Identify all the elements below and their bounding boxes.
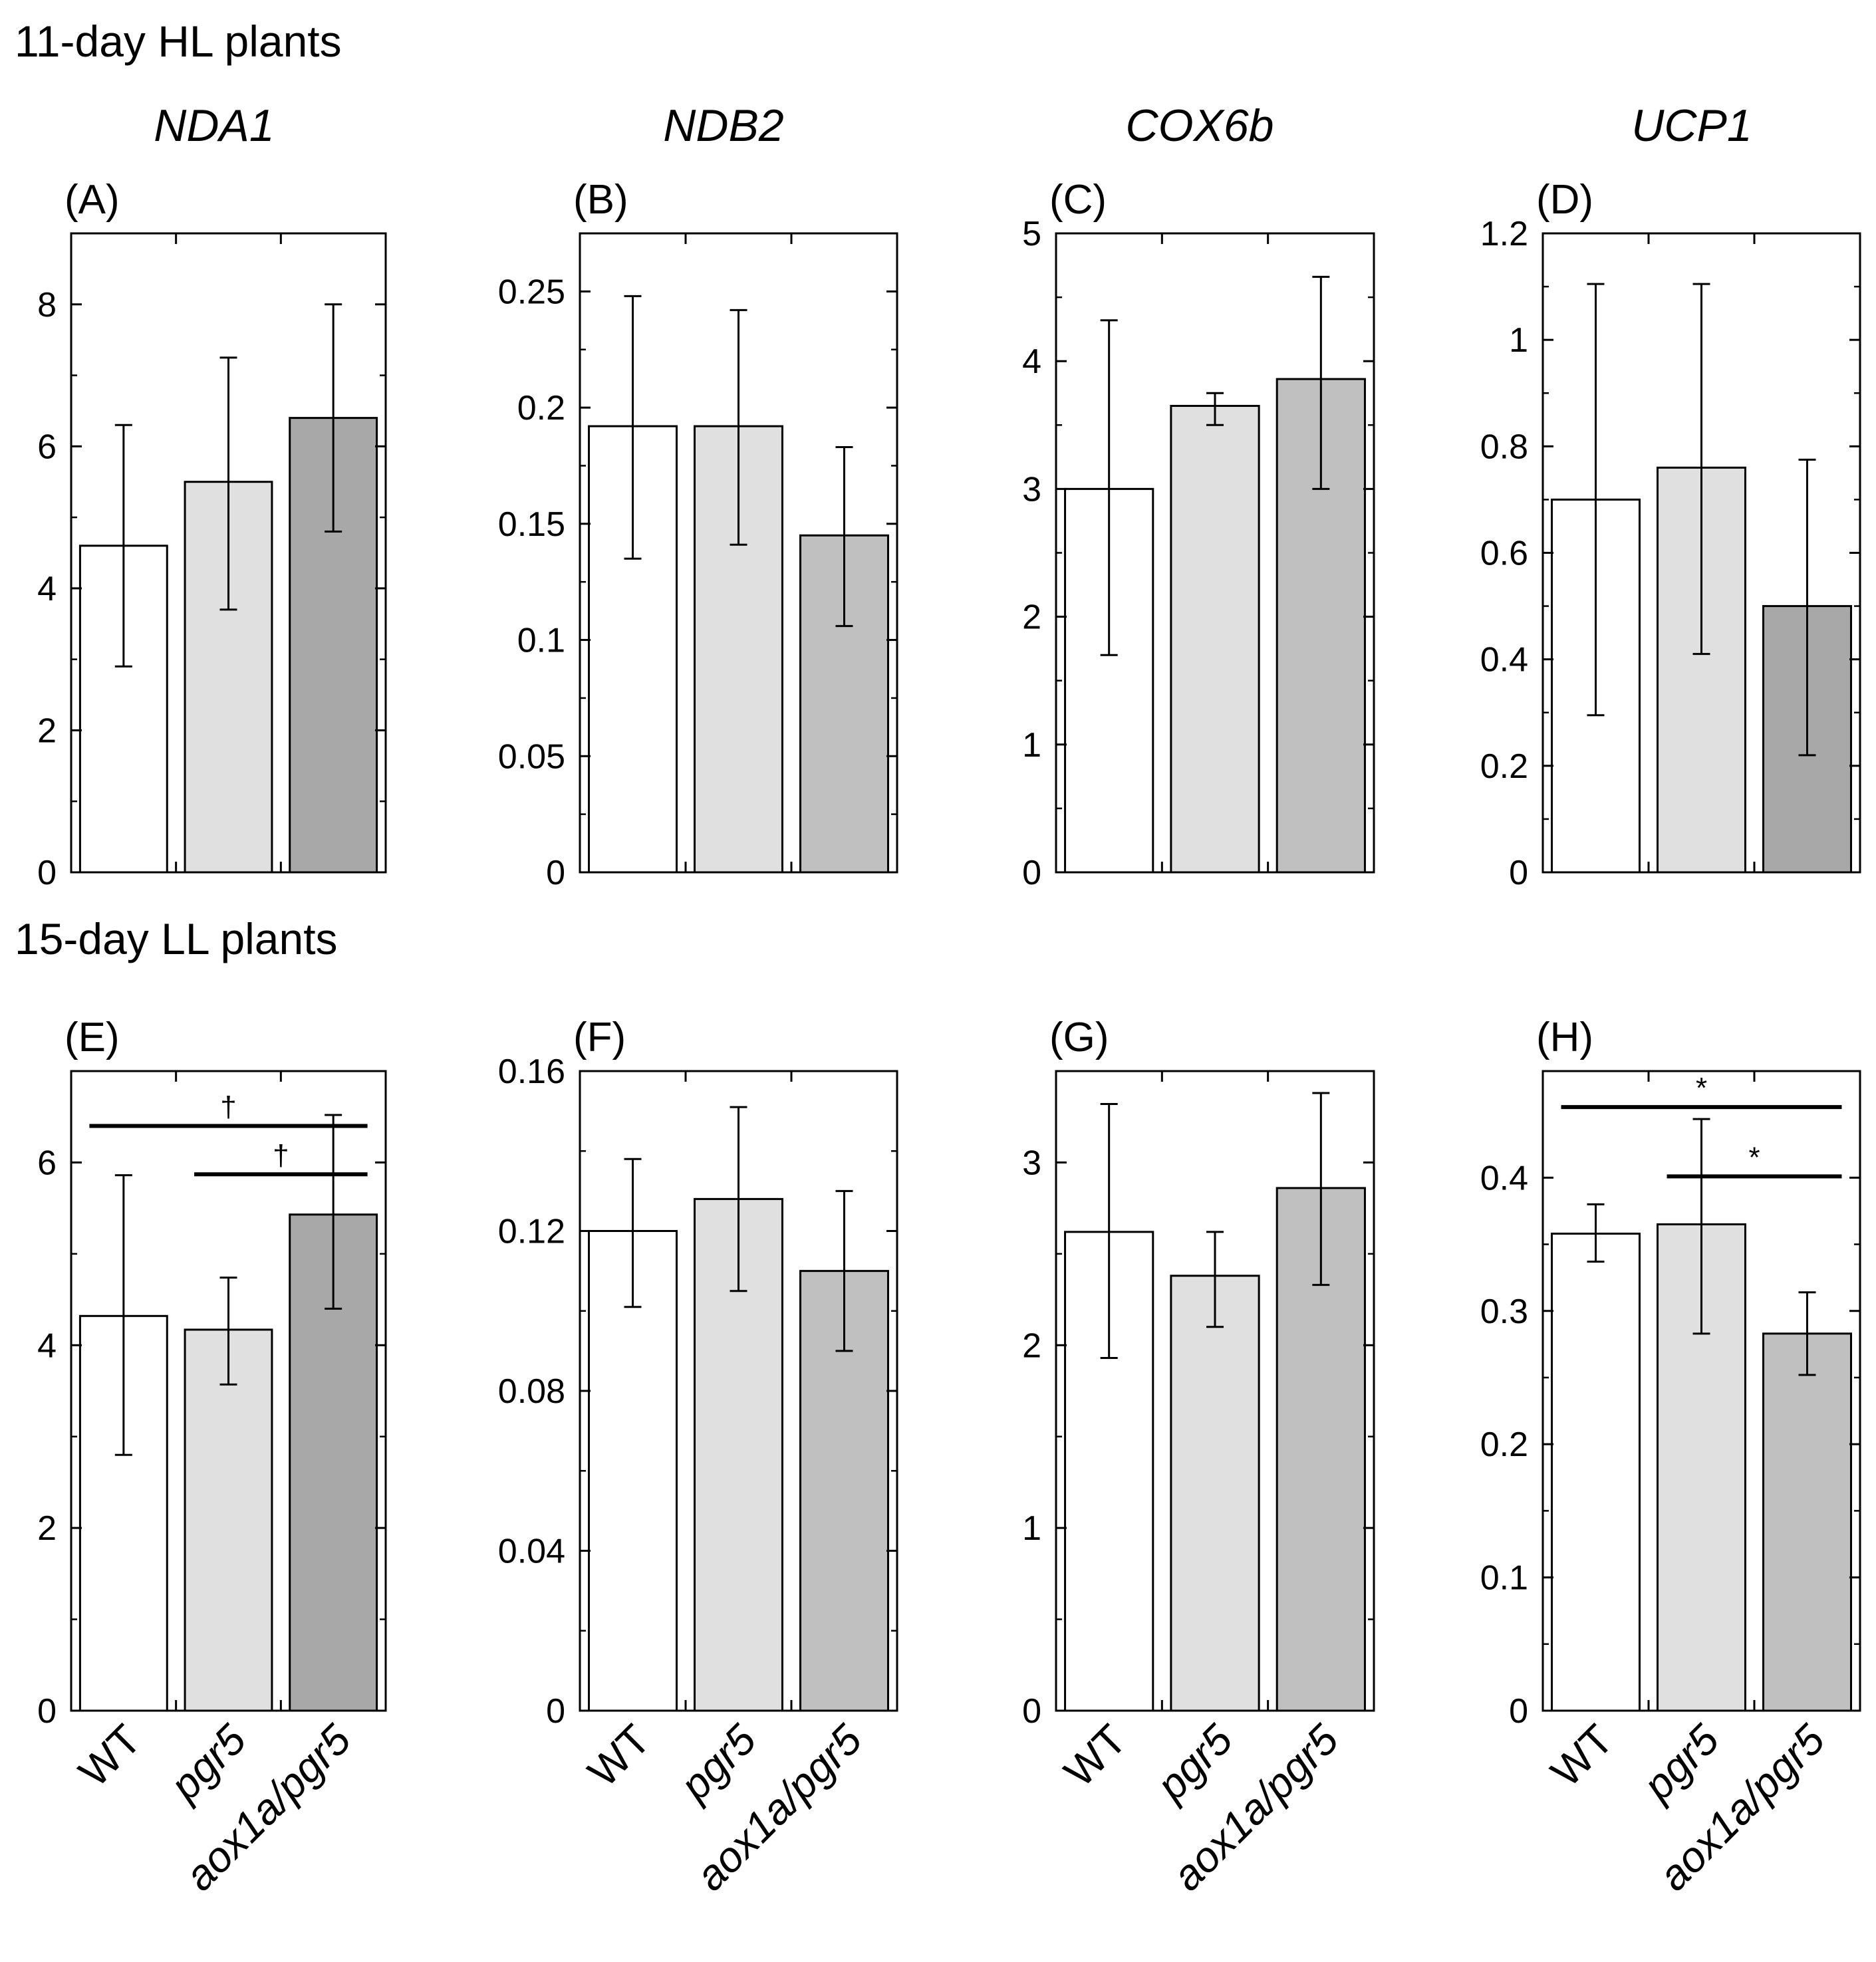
panels-group: (A)02468(B)00.050.10.150.20.25(C)012345(… (37, 177, 1861, 1900)
plot-frame (579, 232, 898, 874)
y-tick-label: 3 (1022, 1144, 1041, 1182)
x-label-wt: WT (579, 1715, 659, 1796)
y-tick-label: 5 (1022, 215, 1041, 253)
y-tick-label: 0.16 (498, 1052, 565, 1091)
y-tick-label: 0.25 (498, 273, 565, 311)
row-title-hl: 11-day HL plants (15, 17, 342, 66)
y-tick-label: 0.08 (498, 1372, 565, 1411)
panel-label: (A) (65, 177, 120, 223)
y-tick-label: 0.4 (1480, 1159, 1528, 1197)
y-tick-label: 0.2 (1480, 1425, 1528, 1464)
y-tick-label: 6 (37, 1144, 57, 1182)
y-tick-label: 1 (1022, 726, 1041, 765)
gene-title-ndb2: NDB2 (663, 100, 783, 151)
x-label-pgr5: pgr5 (160, 1715, 255, 1810)
y-tick-label: 0.12 (498, 1213, 565, 1251)
significance-mark: * (1696, 1072, 1707, 1104)
x-label-pgr5: pgr5 (1633, 1715, 1728, 1810)
bar-pgr5 (184, 1328, 273, 1712)
y-tick-label: 0.6 (1480, 535, 1528, 573)
y-tick-label: 2 (1022, 598, 1041, 637)
y-tick-label: 0 (1509, 854, 1528, 892)
significance-mark: † (220, 1090, 236, 1123)
y-tick-label: 0 (1022, 854, 1041, 892)
row-title-ll: 15-day LL plants (15, 914, 338, 963)
x-label-pgr5: pgr5 (1146, 1715, 1242, 1810)
panel-label: (G) (1049, 1015, 1109, 1060)
y-tick-label: 0.05 (498, 737, 565, 776)
panel-label: (F) (573, 1015, 626, 1060)
y-tick-label: 4 (37, 570, 57, 608)
panel-label: (H) (1536, 1015, 1593, 1060)
y-tick-label: 4 (37, 1326, 57, 1365)
y-tick-label: 0.15 (498, 505, 565, 544)
y-tick-label: 0.1 (517, 622, 565, 660)
y-tick-label: 0 (37, 854, 57, 892)
gene-title-cox6b: COX6b (1126, 100, 1274, 151)
bar-aox1a-pgr5 (1762, 1332, 1852, 1712)
gene-title-nda1: NDA1 (154, 100, 274, 151)
y-tick-label: 0.2 (517, 389, 565, 428)
y-tick-label: 0.8 (1480, 428, 1528, 466)
y-tick-label: 0 (1022, 1692, 1041, 1731)
y-tick-label: 0 (546, 1692, 565, 1731)
y-tick-label: 4 (1022, 342, 1041, 381)
y-tick-label: 1.2 (1480, 215, 1528, 253)
y-tick-label: 1 (1509, 321, 1528, 360)
y-tick-label: 0.2 (1480, 747, 1528, 786)
plot-frame (70, 232, 387, 874)
panel-label: (E) (65, 1015, 120, 1060)
significance-mark: * (1748, 1141, 1760, 1173)
panel-b: (B) 0 0.05 0.1 0.15 0.2 0.25 (498, 177, 898, 892)
y-tick-label: 2 (1022, 1326, 1041, 1365)
y-tick-label: 0 (546, 854, 565, 892)
bar-pgr5 (1170, 1275, 1260, 1712)
panel-label: (B) (573, 177, 628, 223)
plot-frame (70, 1070, 387, 1712)
y-tick-label: 3 (1022, 470, 1041, 509)
y-tick-label: 0 (37, 1692, 57, 1731)
panel-c: (C) 0 1 2 3 4 5 (1022, 177, 1375, 892)
bar-wt (588, 1230, 678, 1712)
plot-frame (1541, 1070, 1861, 1712)
y-tick-label: 0.3 (1480, 1292, 1528, 1331)
y-tick-label: 2 (37, 711, 57, 750)
gene-title-ucp1: UCP1 (1631, 100, 1752, 151)
bar-wt (1551, 1233, 1641, 1712)
panel-label: (C) (1049, 177, 1107, 223)
y-tick-label: 6 (37, 428, 57, 466)
x-label-wt: WT (69, 1715, 150, 1796)
y-tick-label: 0.04 (498, 1533, 565, 1571)
y-tick-label: 0.4 (1480, 641, 1528, 679)
x-label-pgr5: pgr5 (670, 1715, 765, 1810)
y-tick-label: 1 (1022, 1509, 1041, 1548)
y-tick-label: 8 (37, 286, 57, 324)
y-tick-label: 0.1 (1480, 1559, 1528, 1598)
y-tick-label: 0 (1509, 1692, 1528, 1731)
plot-frame (1055, 1070, 1375, 1712)
y-tick-label: 2 (37, 1509, 57, 1548)
panel-a: (A) 0 2 4 6 8 (37, 177, 387, 892)
significance-mark: † (273, 1139, 289, 1171)
x-label-wt: WT (1055, 1715, 1135, 1796)
x-label-wt: WT (1541, 1715, 1622, 1796)
bar-pgr5 (1170, 404, 1260, 874)
panel-label: (D) (1536, 177, 1593, 223)
panel-d: (D) 0 0.2 0.4 0.6 0.8 1 1.2 (1480, 177, 1861, 892)
